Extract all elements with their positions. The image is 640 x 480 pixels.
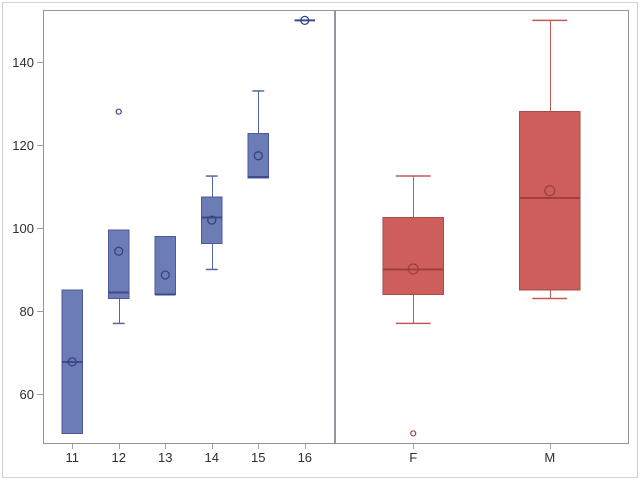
box-group-weight-by-sex-M (519, 19, 581, 300)
y-tick-label-120: 120 (12, 138, 34, 153)
outlier-marker (115, 108, 122, 115)
x-tick-label-F: F (409, 450, 417, 465)
box-rect (154, 235, 176, 295)
y-tick-label-60: 60 (20, 387, 34, 402)
box-rect (382, 217, 444, 295)
panel-wall-sex (335, 10, 629, 444)
x-tick-label-16: 16 (298, 450, 312, 465)
x-tick-label-14: 14 (205, 450, 219, 465)
box-group-weight-by-sex-F (382, 175, 444, 437)
mean-marker (300, 15, 310, 26)
box-group-weight-by-age-16 (294, 15, 316, 26)
y-tick-label-100: 100 (12, 221, 34, 236)
mean-marker (544, 185, 556, 197)
box-rect (247, 133, 270, 179)
panel-wall-age (43, 10, 335, 444)
mean-marker (407, 263, 419, 275)
x-tick-label-11: 11 (65, 450, 79, 465)
box-rect (519, 111, 581, 291)
box-group-weight-by-age-11 (61, 289, 83, 434)
box-group-weight-by-age-15 (247, 90, 270, 179)
x-tick-label-15: 15 (251, 450, 265, 465)
x-tick-label-M: M (544, 450, 555, 465)
mean-marker (160, 270, 170, 280)
box-rect (201, 196, 223, 245)
box-group-weight-by-age-14 (201, 175, 223, 271)
mean-marker (67, 357, 77, 367)
mean-marker (253, 151, 263, 161)
mean-marker (207, 215, 217, 225)
outlier-marker (410, 430, 417, 437)
box-rect (107, 229, 130, 300)
x-tick-label-12: 12 (111, 450, 125, 465)
mean-marker (114, 246, 124, 256)
box-group-weight-by-age-12 (107, 108, 130, 325)
y-tick-label-80: 80 (20, 304, 34, 319)
y-tick-label-140: 140 (12, 55, 34, 70)
x-tick-label-13: 13 (158, 450, 172, 465)
box-group-weight-by-age-13 (154, 235, 176, 296)
